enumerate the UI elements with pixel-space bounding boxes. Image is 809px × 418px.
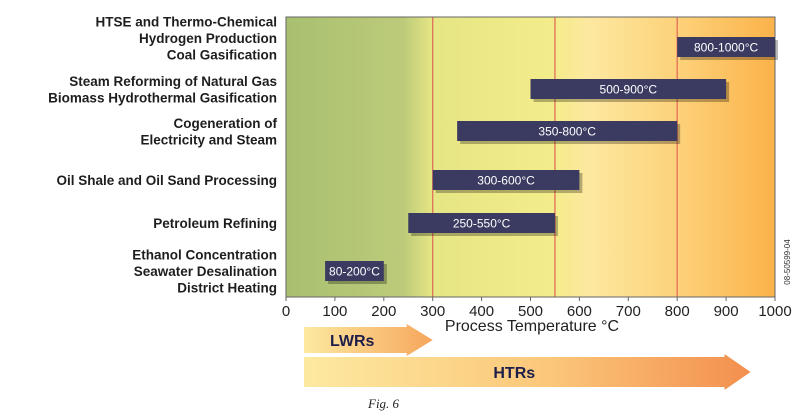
- range-bar-5: [325, 261, 384, 281]
- reactor-arrow-lwrs: [304, 324, 433, 356]
- category-label-line: District Heating: [177, 281, 277, 296]
- category-label-3: Oil Shale and Oil Sand Processing: [56, 173, 277, 188]
- x-tick-label-900: 900: [714, 303, 739, 320]
- x-tick-label-800: 800: [665, 303, 690, 320]
- range-bar-2: [457, 121, 678, 141]
- category-label-line: Seawater Desalination: [134, 264, 277, 279]
- category-label-1: Steam Reforming of Natural Gas Biomass Hy…: [48, 74, 277, 106]
- x-tick-label-400: 400: [469, 303, 494, 320]
- figure-caption: Fig. 6: [368, 396, 400, 411]
- range-bar-3: [432, 170, 580, 190]
- range-bar-label-5: 80-200°C: [329, 265, 380, 279]
- range-bar-label-0: 800-1000°C: [694, 41, 759, 55]
- category-label-line: Oil Shale and Oil Sand Processing: [56, 173, 277, 188]
- x-tick-label-700: 700: [616, 303, 641, 320]
- category-label-line: Ethanol Concentration: [132, 248, 277, 263]
- category-label-line: Hydrogen Production: [139, 31, 277, 46]
- category-labels: HTSE and Thermo-Chemical Hydrogen Product…: [48, 15, 277, 296]
- range-bar-label-1: 500-900°C: [600, 83, 658, 97]
- category-label-4: Petroleum Refining: [153, 216, 277, 231]
- range-bar-label-2: 350-800°C: [538, 125, 596, 139]
- x-tick-label-100: 100: [322, 303, 347, 320]
- x-axis-label: Process Temperature °C: [445, 318, 619, 335]
- range-bar-0: [677, 37, 775, 57]
- category-label-0: HTSE and Thermo-Chemical Hydrogen Product…: [95, 15, 277, 63]
- category-label-2: Cogeneration of Electricity and Steam: [140, 116, 277, 148]
- category-label-line: Biomass Hydrothermal Gasification: [48, 90, 277, 105]
- range-bar-4: [408, 213, 555, 233]
- x-tick-label-1000: 1000: [758, 303, 791, 320]
- category-label-line: HTSE and Thermo-Chemical: [95, 15, 277, 30]
- reactor-arrow-htrs: [304, 354, 751, 390]
- category-label-line: Cogeneration of: [174, 116, 278, 131]
- x-tick-label-0: 0: [282, 303, 290, 320]
- plot-background: [286, 17, 775, 297]
- category-label-5: Ethanol Concentration Seawater Desalinati…: [132, 248, 277, 296]
- category-label-line: Petroleum Refining: [153, 216, 277, 231]
- range-bar-label-3: 300-600°C: [477, 174, 535, 188]
- range-bars: 800-1000°C 500-900°C 350-800°C 300-600°C 250…: [325, 37, 778, 284]
- category-label-line: Coal Gasification: [167, 48, 277, 63]
- figure-code: 08-50599-04: [783, 239, 792, 285]
- x-tick-label-300: 300: [420, 303, 445, 320]
- range-bar-label-4: 250-550°C: [453, 217, 511, 231]
- zone-boundaries: [432, 17, 678, 297]
- x-tick-label-500: 500: [518, 303, 543, 320]
- reactor-arrow-label-htrs: HTRs: [493, 365, 535, 382]
- x-tick-label-200: 200: [371, 303, 396, 320]
- category-label-line: Steam Reforming of Natural Gas: [69, 74, 277, 89]
- range-bar-1: [530, 79, 727, 99]
- x-axis: 0 100 200 300 400 500 600 700 800 900 1000: [282, 297, 792, 320]
- x-tick-label-600: 600: [567, 303, 592, 320]
- reactor-arrow-label-lwrs: LWRs: [330, 333, 375, 350]
- category-label-line: Electricity and Steam: [140, 132, 277, 147]
- reactor-arrows: LWRs HTRs: [304, 324, 751, 390]
